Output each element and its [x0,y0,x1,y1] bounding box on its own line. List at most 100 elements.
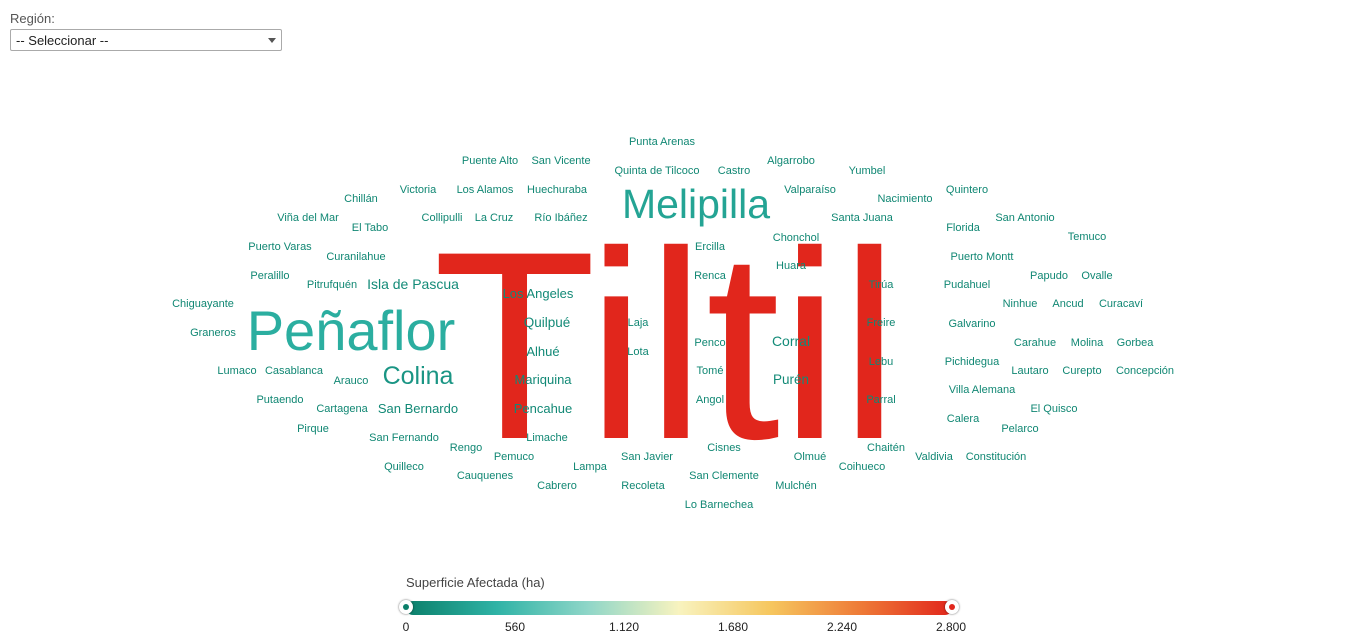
cloud-word[interactable]: Castro [718,165,750,177]
cloud-word[interactable]: Recoleta [621,480,665,492]
cloud-word[interactable]: Lo Barnechea [685,499,754,511]
cloud-word[interactable]: Lampa [573,461,608,473]
cloud-word[interactable]: Ercilla [695,241,726,253]
cloud-word[interactable]: Lautaro [1011,365,1048,377]
cloud-word[interactable]: Pencahue [514,401,573,416]
cloud-word[interactable]: Cauquenes [457,470,514,482]
cloud-word[interactable]: Ancud [1052,298,1083,310]
cloud-word[interactable]: Arauco [334,375,369,387]
cloud-word[interactable]: Putaendo [256,394,303,406]
cloud-word[interactable]: Puerto Varas [248,241,312,253]
cloud-word[interactable]: Constitución [966,451,1027,463]
cloud-word[interactable]: San Javier [621,451,673,463]
cloud-word[interactable]: Colina [383,362,454,390]
cloud-word[interactable]: Chaitén [867,442,905,454]
cloud-word[interactable]: San Antonio [995,212,1054,224]
cloud-word[interactable]: Tirúa [869,279,895,291]
cloud-word[interactable]: Gorbea [1117,337,1155,349]
cloud-word[interactable]: Villa Alemana [949,384,1016,396]
cloud-word[interactable]: Nacimiento [877,193,932,205]
cloud-word[interactable]: Los Alamos [457,184,514,196]
cloud-word[interactable]: Pemuco [494,451,534,463]
cloud-word[interactable]: Río Ibáñez [534,212,587,224]
cloud-word[interactable]: Puente Alto [462,155,518,167]
legend-min-handle[interactable] [399,600,413,614]
cloud-word[interactable]: Victoria [400,184,437,196]
cloud-word[interactable]: Mariquina [514,372,572,387]
cloud-word[interactable]: Quilpué [524,315,571,330]
cloud-word[interactable]: San Clemente [689,470,759,482]
cloud-word[interactable]: Coihueco [839,461,885,473]
cloud-word[interactable]: Quilleco [384,461,424,473]
cloud-word[interactable]: Isla de Pascua [367,276,459,292]
cloud-word[interactable]: Quinta de Tilcoco [615,165,700,177]
cloud-word[interactable]: Curacaví [1099,298,1143,310]
cloud-word[interactable]: Freire [867,317,896,329]
cloud-word[interactable]: Viña del Mar [277,212,339,224]
cloud-word[interactable]: Cartagena [316,403,368,415]
cloud-word[interactable]: Pichidegua [945,356,1000,368]
cloud-word[interactable]: Los Angeles [503,286,574,301]
cloud-word[interactable]: Cabrero [537,480,577,492]
cloud-word[interactable]: Tomé [697,365,724,377]
cloud-word[interactable]: Chonchol [773,232,819,244]
cloud-word[interactable]: Renca [694,270,727,282]
cloud-word[interactable]: San Vicente [531,155,590,167]
cloud-word[interactable]: Angol [696,394,724,406]
cloud-word[interactable]: Curanilahue [326,251,385,263]
cloud-word[interactable]: Galvarino [948,318,995,330]
cloud-word[interactable]: Mulchén [775,480,817,492]
cloud-word[interactable]: Florida [946,222,981,234]
cloud-word[interactable]: Temuco [1068,231,1107,243]
region-select[interactable]: -- Seleccionar -- [10,29,282,51]
cloud-word[interactable]: Pudahuel [944,279,991,291]
cloud-word[interactable]: Puerto Montt [951,251,1014,263]
cloud-word[interactable]: Peñaflor [247,299,456,362]
cloud-word[interactable]: Ninhue [1003,298,1038,310]
cloud-word[interactable]: La Cruz [475,212,514,224]
cloud-word[interactable]: Lebu [869,356,893,368]
cloud-word[interactable]: Santa Juana [831,212,894,224]
cloud-word[interactable]: Carahue [1014,337,1056,349]
cloud-word[interactable]: Valdivia [915,451,954,463]
cloud-word[interactable]: Chillán [344,193,378,205]
cloud-word[interactable]: Purén [773,372,809,387]
cloud-word[interactable]: Lumaco [217,365,256,377]
cloud-word[interactable]: Chiguayante [172,298,234,310]
cloud-word[interactable]: Graneros [190,327,236,339]
cloud-word[interactable]: Punta Arenas [629,136,696,148]
cloud-word[interactable]: Pitrufquén [307,279,357,291]
cloud-word[interactable]: Parral [866,394,895,406]
cloud-word[interactable]: Curepto [1062,365,1101,377]
cloud-word[interactable]: Corral [772,333,810,349]
cloud-word[interactable]: Calera [947,413,980,425]
cloud-word[interactable]: Papudo [1030,270,1068,282]
cloud-word[interactable]: Algarrobo [767,155,815,167]
cloud-word[interactable]: San Bernardo [378,401,458,416]
cloud-word[interactable]: Valparaíso [784,184,836,196]
cloud-word[interactable]: Olmué [794,451,826,463]
cloud-word[interactable]: Laja [628,317,650,329]
cloud-word[interactable]: Collipulli [422,212,463,224]
cloud-word[interactable]: Rengo [450,442,482,454]
legend-max-handle[interactable] [945,600,959,614]
cloud-word[interactable]: Pelarco [1001,423,1038,435]
cloud-word[interactable]: San Fernando [369,432,439,444]
cloud-word[interactable]: Molina [1071,337,1104,349]
cloud-word[interactable]: Huara [776,260,807,272]
cloud-word[interactable]: Quintero [946,184,988,196]
cloud-word[interactable]: Cisnes [707,442,741,454]
cloud-word[interactable]: Melipilla [622,181,770,227]
cloud-word[interactable]: Pirque [297,423,329,435]
cloud-word[interactable]: Tiltil [433,195,899,495]
cloud-word[interactable]: El Tabo [352,222,389,234]
cloud-word[interactable]: Alhué [526,344,559,359]
cloud-word[interactable]: Yumbel [849,165,886,177]
cloud-word[interactable]: Casablanca [265,365,324,377]
cloud-word[interactable]: Limache [526,432,568,444]
cloud-word[interactable]: Peralillo [250,270,289,282]
cloud-word[interactable]: Penco [694,337,725,349]
cloud-word[interactable]: Ovalle [1081,270,1112,282]
cloud-word[interactable]: Lota [627,346,649,358]
cloud-word[interactable]: Concepción [1116,365,1174,377]
